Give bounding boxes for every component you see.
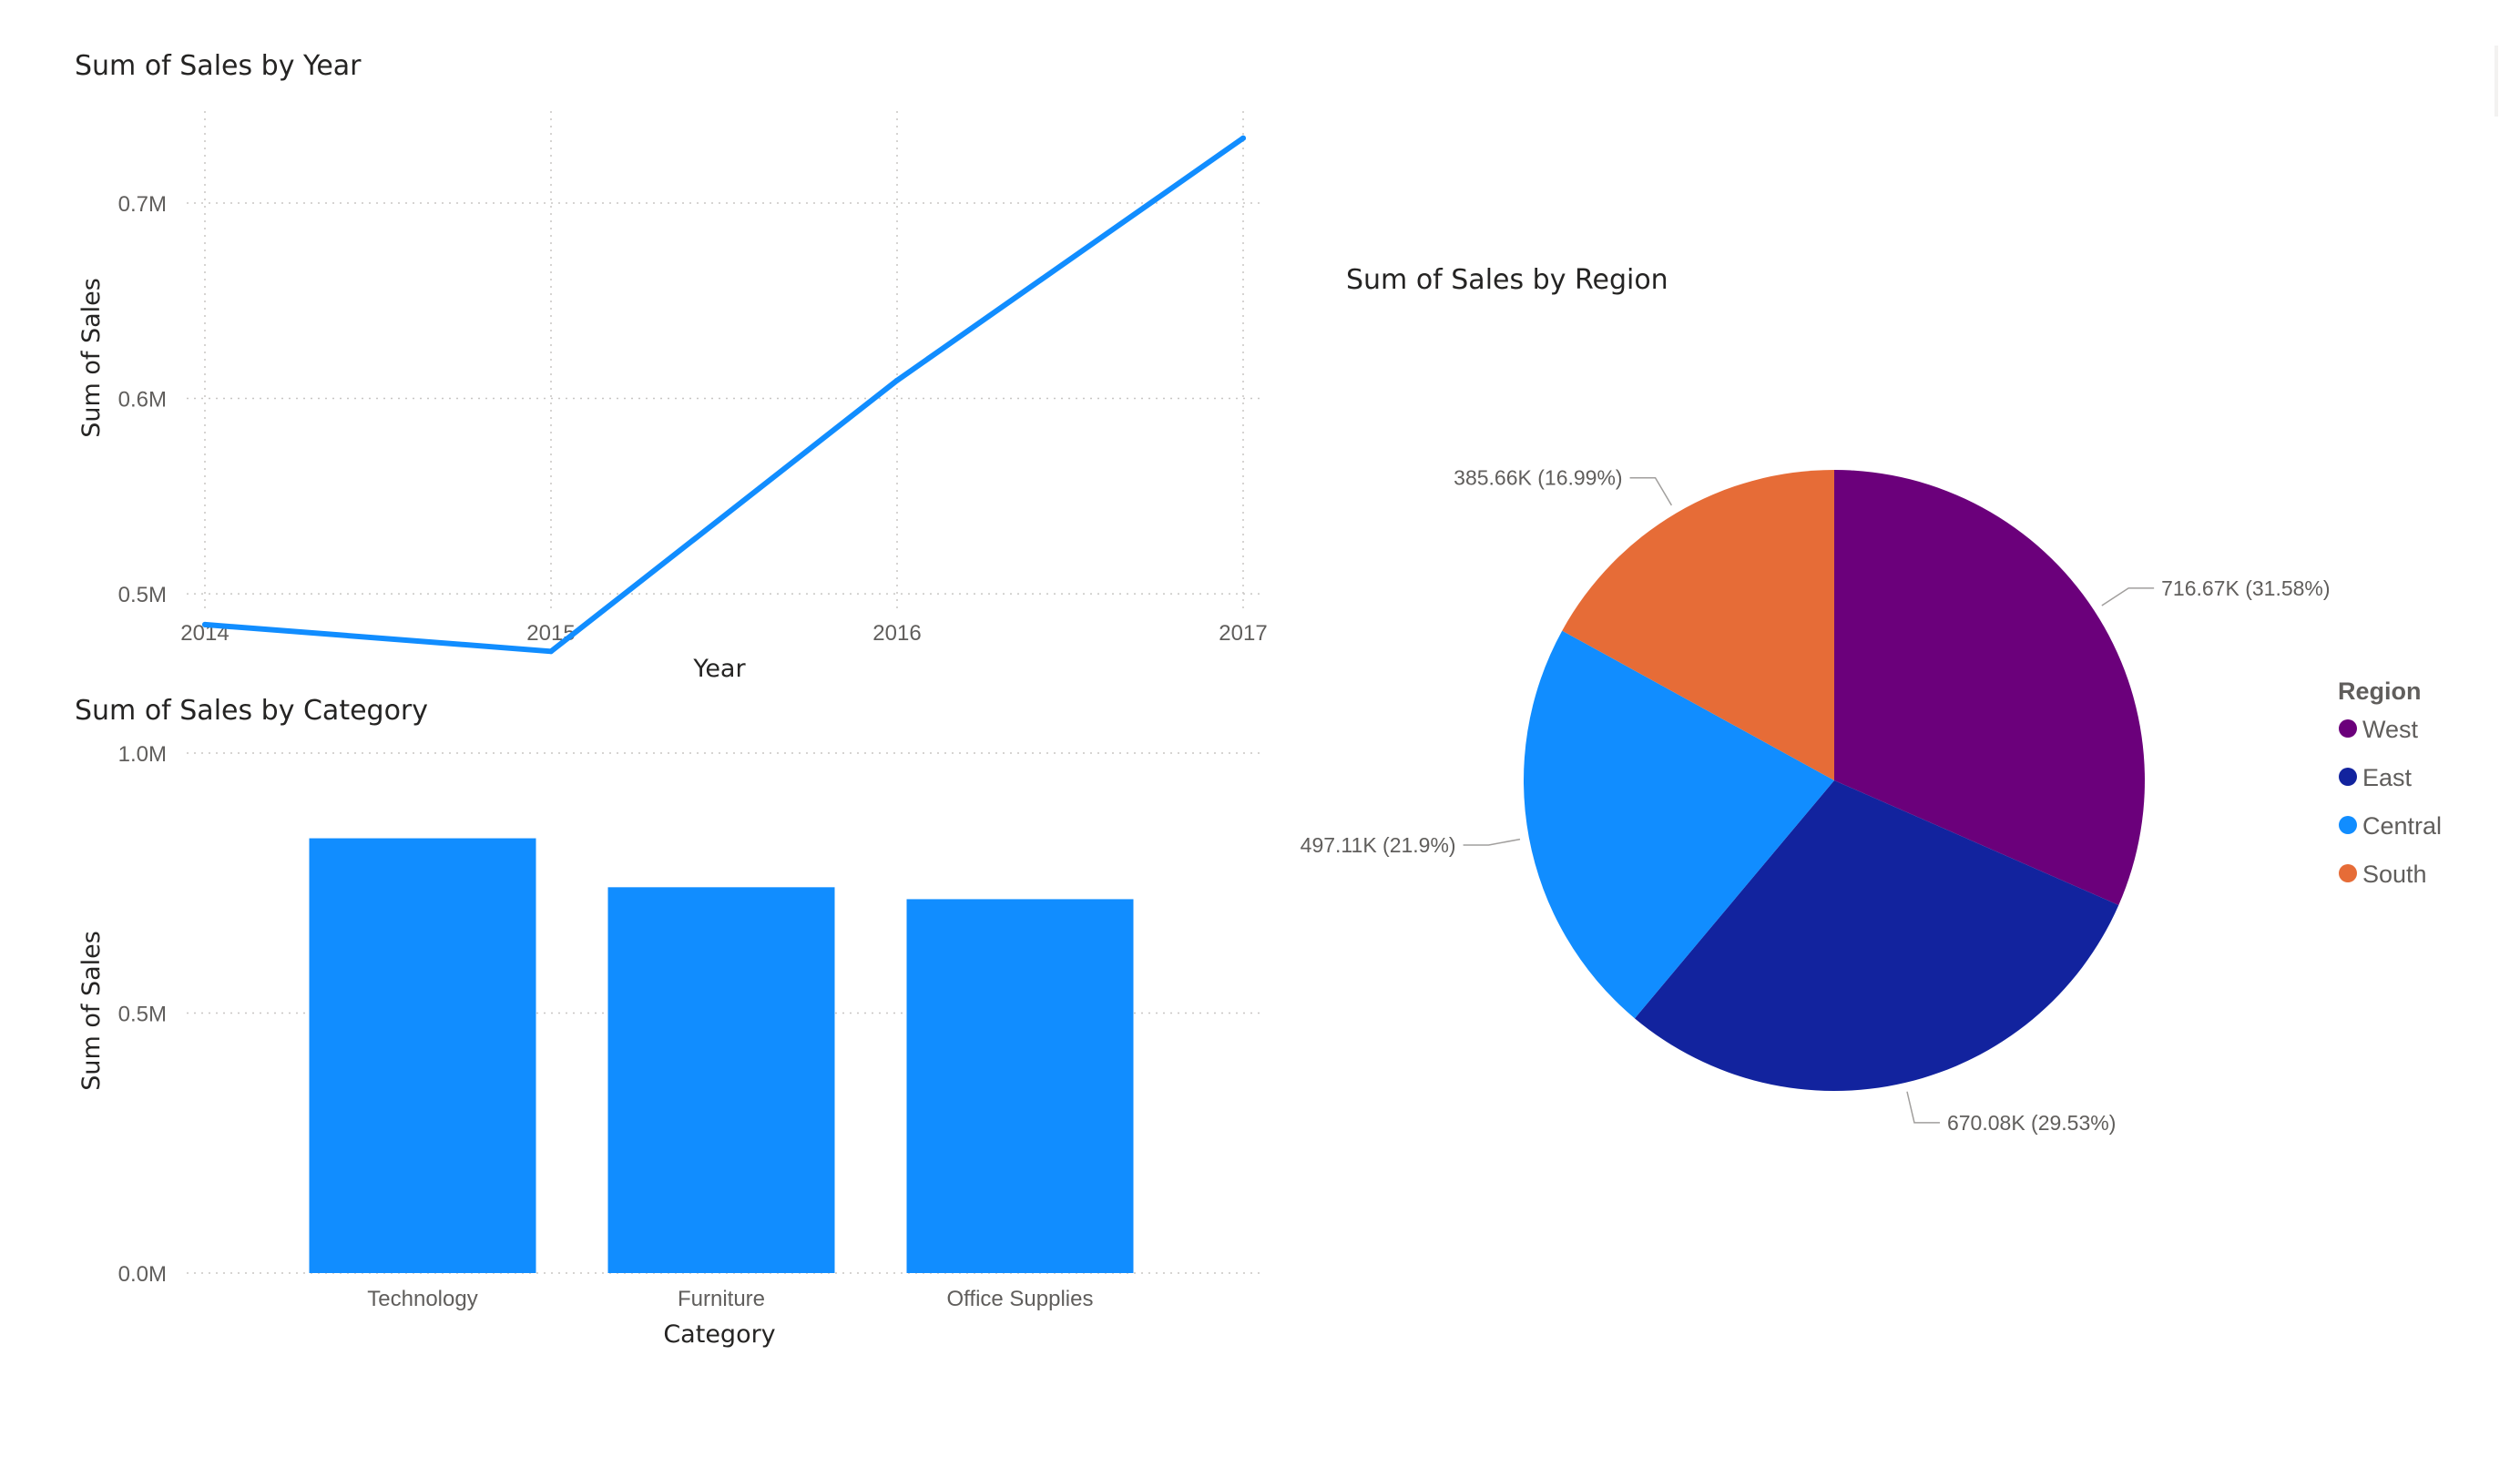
legend-title: Region bbox=[2338, 678, 2422, 705]
pie-slice-south[interactable] bbox=[1562, 470, 1834, 780]
legend-label: East bbox=[2362, 764, 2413, 791]
bar-chart-x-axis-title: Category bbox=[663, 1320, 775, 1349]
line-y-tick-label: 0.5M bbox=[118, 583, 167, 607]
line-chart-y-axis: 0.5M 0.6M 0.7M bbox=[118, 192, 167, 607]
pie-chart-legend[interactable]: Region West East Central South bbox=[2338, 678, 2442, 888]
bar-x-tick-label: Office Supplies bbox=[947, 1287, 1094, 1311]
pie-data-label-south: 385.66K (16.99%) bbox=[1454, 466, 1622, 490]
legend-item-east[interactable]: East bbox=[2339, 764, 2413, 791]
pie-data-label-east: 670.08K (29.53%) bbox=[1947, 1111, 2116, 1135]
pie-slice-west[interactable] bbox=[1834, 470, 2145, 905]
legend-marker bbox=[2339, 768, 2357, 786]
bar-chart-title: Sum of Sales by Category bbox=[75, 695, 428, 727]
bar-chart-y-axis-title: Sum of Sales bbox=[77, 931, 106, 1091]
line-chart-gridlines bbox=[187, 111, 1261, 608]
line-chart-visual[interactable]: Sum of Sales by Year 0.5M0.6M0.7M 2014 20… bbox=[75, 50, 1268, 683]
legend-item-south[interactable]: South bbox=[2339, 861, 2427, 888]
line-data-point[interactable] bbox=[1240, 135, 1246, 141]
pie-chart-data-labels: 716.67K (31.58%) 670.08K (29.53%) 497.11K … bbox=[1301, 466, 2331, 1135]
visual-edge-handle bbox=[2494, 46, 2498, 117]
line-series-sales[interactable] bbox=[202, 135, 1246, 655]
legend-label: Central bbox=[2362, 812, 2442, 840]
line-y-tick-label: 0.7M bbox=[118, 192, 167, 217]
legend-marker bbox=[2339, 816, 2357, 834]
line-data-point[interactable] bbox=[202, 621, 208, 627]
line-chart-series[interactable] bbox=[202, 135, 1246, 655]
bar-chart-y-axis: 0.0M 0.5M 1.0M bbox=[118, 742, 167, 1287]
pie-data-label-west: 716.67K (31.58%) bbox=[2161, 576, 2330, 600]
bar-x-tick-label: Technology bbox=[367, 1287, 477, 1311]
line-y-tick-label: 0.6M bbox=[118, 388, 167, 413]
legend-label: West bbox=[2362, 716, 2419, 743]
line-x-tick-label: 2015 bbox=[526, 621, 575, 646]
bar-chart-bars[interactable] bbox=[309, 838, 1134, 1273]
pie-leader-line bbox=[1463, 838, 1521, 846]
legend-item-central[interactable]: Central bbox=[2339, 812, 2442, 840]
pie-leader-line bbox=[1629, 476, 1673, 506]
bar-x-tick-label: Furniture bbox=[678, 1287, 765, 1311]
line-x-tick-label: 2016 bbox=[872, 621, 921, 646]
pie-leader-line bbox=[2101, 587, 2155, 606]
line-chart-y-axis-title: Sum of Sales bbox=[77, 278, 106, 438]
pie-chart-title: Sum of Sales by Region bbox=[1346, 264, 1668, 296]
pie-chart-slices[interactable] bbox=[1523, 470, 2145, 1091]
line-chart-x-axis: 2014 2015 2016 2017 bbox=[180, 621, 1267, 646]
bar-technology[interactable] bbox=[309, 838, 536, 1273]
legend-label: South bbox=[2362, 861, 2427, 888]
bar-chart-visual[interactable]: Sum of Sales by Category 0.0M 0.5M 1.0M Te… bbox=[75, 695, 1261, 1349]
bar-y-tick-label: 0.5M bbox=[118, 1003, 167, 1027]
legend-item-west[interactable]: West bbox=[2339, 716, 2419, 743]
line-data-point[interactable] bbox=[548, 648, 554, 655]
bar-chart-x-axis: Technology Furniture Office Supplies bbox=[367, 1287, 1093, 1311]
pie-slice-central[interactable] bbox=[1523, 630, 1834, 1019]
line-data-point[interactable] bbox=[894, 377, 900, 383]
pie-data-label-central: 497.11K (21.9%) bbox=[1301, 833, 1456, 857]
line-chart-title: Sum of Sales by Year bbox=[75, 50, 362, 82]
pie-chart-visual[interactable]: Sum of Sales by Region 716.67K (31.58%) 6… bbox=[1301, 264, 2442, 1135]
bar-furniture[interactable] bbox=[607, 887, 835, 1273]
legend-marker bbox=[2339, 864, 2357, 882]
pie-leader-line bbox=[1906, 1091, 1940, 1124]
line-chart-x-axis-title: Year bbox=[692, 655, 746, 683]
legend-marker bbox=[2339, 719, 2357, 738]
bar-office-supplies[interactable] bbox=[906, 899, 1134, 1273]
bar-y-tick-label: 0.0M bbox=[118, 1262, 167, 1287]
line-x-tick-label: 2017 bbox=[1219, 621, 1267, 646]
bar-y-tick-label: 1.0M bbox=[118, 742, 167, 767]
pie-slice-east[interactable] bbox=[1634, 780, 2119, 1091]
